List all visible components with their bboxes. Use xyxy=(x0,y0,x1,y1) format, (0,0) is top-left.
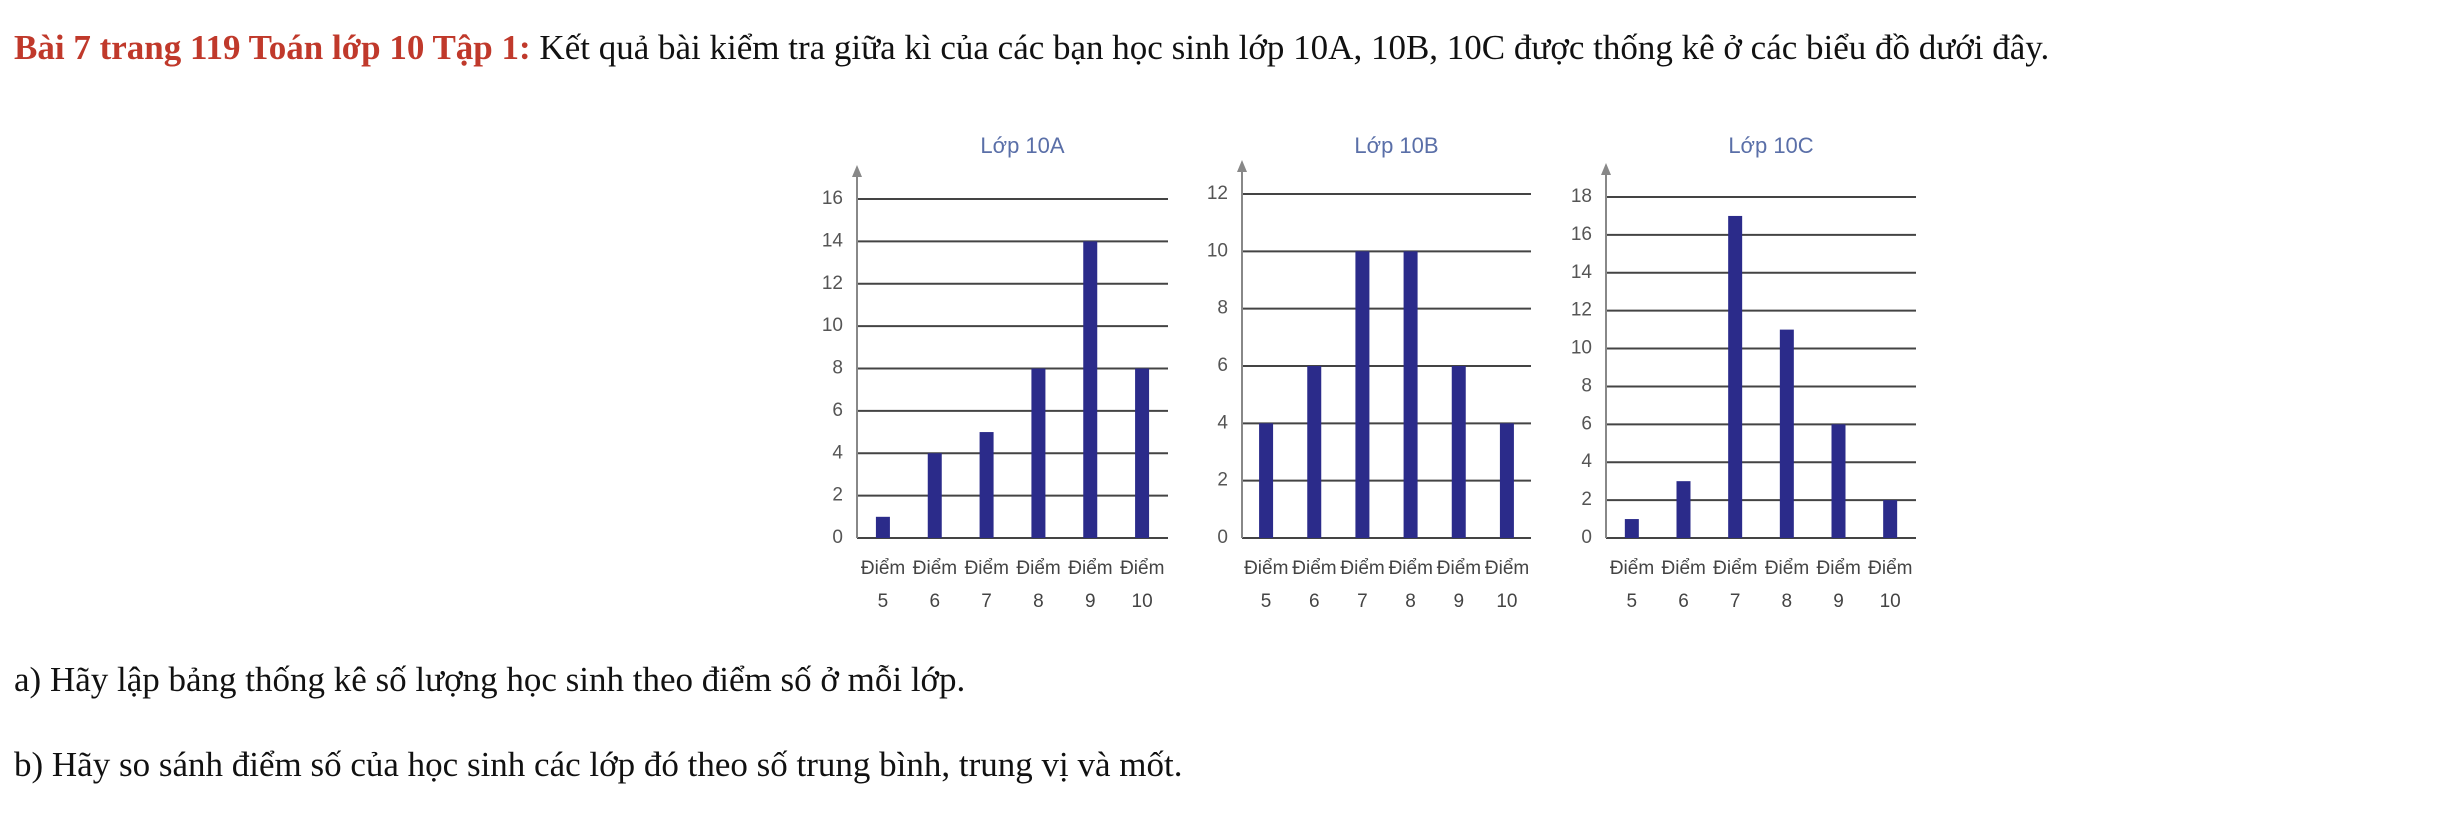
bar xyxy=(1883,500,1898,538)
bar xyxy=(927,453,942,538)
y-tick-label: 16 xyxy=(822,188,843,209)
heading: Bài 7 trang 119 Toán lớp 10 Tập 1: Kết q… xyxy=(14,28,2049,68)
x-tick-label: Điểm 10 xyxy=(1120,558,1165,612)
y-tick-label: 8 xyxy=(1217,298,1228,319)
x-tick-label: Điểm 6 xyxy=(1661,558,1706,612)
axis-arrow xyxy=(1237,160,1247,172)
bar xyxy=(1403,251,1418,539)
x-tick-label: Điểm 9 xyxy=(1436,558,1482,612)
y-tick-label: 10 xyxy=(822,315,843,336)
chart-title: Lớp 10A xyxy=(980,133,1064,158)
bar xyxy=(1499,423,1514,538)
y-tick-label: 6 xyxy=(1581,413,1592,434)
chart-title: Lớp 10B xyxy=(1354,133,1438,158)
bar xyxy=(875,516,890,538)
x-tick-label: Điểm 6 xyxy=(1292,558,1337,612)
bar xyxy=(1355,251,1370,539)
heading-label: Bài 7 trang 119 Toán lớp 10 Tập 1: xyxy=(14,28,531,67)
y-tick-label: 8 xyxy=(1581,375,1592,396)
question: a) Hãy lập bảng thống kê số lượng học si… xyxy=(14,660,966,699)
heading-text: Kết quả bài kiểm tra giữa kì của các bạn… xyxy=(539,28,2050,67)
y-tick-label: 14 xyxy=(822,230,844,251)
bar xyxy=(1259,423,1274,538)
y-tick-label: 6 xyxy=(1217,355,1228,376)
x-tick-label: Điểm 9 xyxy=(1816,558,1861,612)
x-tick-label: Điểm 10 xyxy=(1484,558,1530,612)
x-tick-label: Điểm 10 xyxy=(1868,558,1913,612)
y-tick-label: 8 xyxy=(832,358,843,379)
y-tick-label: 0 xyxy=(832,527,843,548)
axis-arrow xyxy=(1601,163,1611,175)
y-tick-label: 2 xyxy=(1581,489,1592,510)
y-tick-label: 0 xyxy=(1217,527,1228,548)
y-tick-label: 2 xyxy=(832,485,843,506)
chart-title: Lớp 10C xyxy=(1728,133,1813,158)
bar xyxy=(1624,519,1639,538)
x-tick-label: Điểm 5 xyxy=(860,558,906,612)
x-tick-label: Điểm 8 xyxy=(1764,558,1810,612)
bar xyxy=(1031,368,1046,538)
y-tick-label: 10 xyxy=(1571,338,1592,359)
y-tick-label: 18 xyxy=(1571,186,1592,207)
bar xyxy=(1307,366,1322,538)
y-tick-label: 4 xyxy=(832,442,843,463)
bar xyxy=(1779,329,1794,538)
y-tick-label: 12 xyxy=(1571,300,1592,321)
y-tick-label: 12 xyxy=(822,273,843,294)
x-tick-label: Điểm 7 xyxy=(964,558,1009,612)
y-tick-label: 10 xyxy=(1207,240,1228,261)
axis-arrow xyxy=(852,165,862,177)
bar xyxy=(1728,215,1743,538)
x-tick-label: Điểm 5 xyxy=(1244,558,1289,612)
y-tick-label: 0 xyxy=(1581,527,1592,548)
question: b) Hãy so sánh điểm số của học sinh các … xyxy=(14,745,1183,784)
y-tick-label: 2 xyxy=(1217,470,1228,491)
x-tick-label: Điểm 7 xyxy=(1340,558,1385,612)
x-tick-label: Điểm 6 xyxy=(912,558,958,612)
x-tick-label: Điểm 9 xyxy=(1068,558,1113,612)
bar xyxy=(1135,368,1150,538)
x-tick-label: Điểm 7 xyxy=(1713,558,1758,612)
y-tick-label: 6 xyxy=(832,400,843,421)
x-tick-label: Điểm 8 xyxy=(1016,558,1061,612)
y-tick-label: 4 xyxy=(1581,451,1592,472)
y-tick-label: 4 xyxy=(1217,412,1228,433)
y-tick-label: 12 xyxy=(1207,183,1228,204)
bar xyxy=(1451,366,1466,538)
bar xyxy=(1831,424,1846,538)
bar xyxy=(1083,241,1098,538)
bar xyxy=(979,432,994,538)
x-tick-label: Điểm 8 xyxy=(1388,558,1433,612)
y-tick-label: 16 xyxy=(1571,224,1592,245)
bar xyxy=(1676,481,1691,538)
x-tick-label: Điểm 5 xyxy=(1609,558,1655,612)
y-tick-label: 14 xyxy=(1571,262,1593,283)
